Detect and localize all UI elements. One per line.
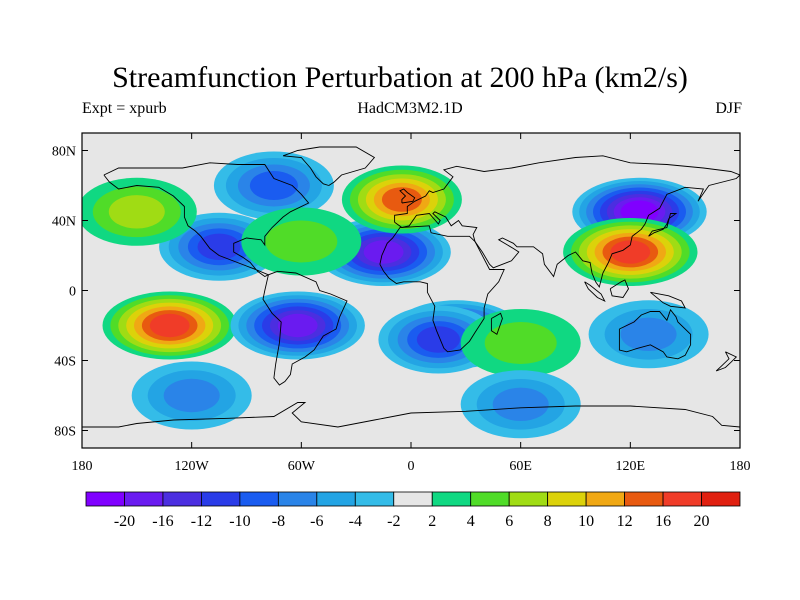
y-tick-label: 80N — [52, 145, 76, 160]
colorbar-label: 12 — [617, 513, 633, 530]
sumatra-coast — [584, 281, 606, 302]
y-tick-label: 0 — [69, 285, 76, 300]
contour-band — [416, 326, 460, 353]
madagascar-coast — [490, 312, 503, 335]
field-feature-9 — [82, 177, 197, 246]
subtitle-left: Expt = xpurb — [82, 100, 167, 117]
contour-band — [277, 313, 318, 338]
colorbar-box — [470, 491, 510, 507]
subtitle-center: HadCM3M2.1D — [357, 100, 463, 117]
field-feature-4 — [563, 218, 698, 286]
colorbar-label: -10 — [229, 513, 250, 530]
colorbar-box — [662, 491, 702, 507]
x-tick-label: 180 — [72, 459, 93, 474]
x-tick-label: 120W — [175, 459, 210, 474]
colorbar-label: -16 — [152, 513, 173, 530]
colorbar-box — [354, 491, 395, 507]
colorbar-label: -8 — [272, 513, 285, 530]
colorbar-box — [316, 491, 356, 507]
colorbar-label: 20 — [694, 513, 710, 530]
colorbar-box — [162, 491, 202, 507]
colorbar-label: 6 — [505, 513, 513, 530]
contour-band — [610, 240, 651, 264]
contour-band — [620, 317, 677, 351]
north-america-coast — [103, 162, 310, 278]
y-tick-label: 80S — [54, 425, 76, 440]
y-tick-label: 40N — [52, 215, 76, 230]
colorbar-box — [85, 491, 125, 507]
field-feature-5 — [230, 291, 365, 360]
greenland-coast — [282, 146, 376, 186]
contour-band — [149, 313, 190, 338]
colorbar-label: 2 — [428, 513, 436, 530]
field-feature-15 — [588, 300, 709, 369]
colorbar-label: -20 — [114, 513, 135, 530]
x-tick-label: 180 — [730, 459, 751, 474]
colorbar-label: -6 — [310, 513, 323, 530]
japan-coast — [648, 213, 678, 237]
colorbar-box — [624, 491, 664, 507]
field-feature-14 — [460, 370, 581, 439]
x-tick-label: 60E — [509, 459, 532, 474]
contour-band — [163, 378, 220, 413]
colorbar-box — [508, 491, 549, 507]
contour-band — [249, 171, 298, 200]
colorbar-box — [585, 491, 625, 507]
colorbar-label: -12 — [191, 513, 212, 530]
x-tick-label: 60W — [288, 459, 316, 474]
colorbar-box — [277, 491, 318, 507]
uk-coast — [399, 188, 416, 204]
field-feature-12 — [460, 309, 581, 377]
contour-band — [108, 195, 165, 229]
field-feature-13 — [131, 361, 252, 430]
colorbar-label: 4 — [467, 513, 475, 530]
colorbar-box — [239, 491, 279, 507]
colorbar-box — [201, 491, 241, 507]
colorbar-box — [393, 491, 433, 507]
field-feature-2 — [102, 291, 237, 360]
colorbar-label: -2 — [387, 513, 400, 530]
field-feature-11 — [241, 207, 362, 276]
south-america-coast — [262, 270, 348, 386]
y-tick-label: 40S — [54, 355, 76, 370]
colorbar-box — [547, 491, 587, 507]
contour-band — [484, 322, 557, 364]
colorbar-label: 16 — [655, 513, 671, 530]
contour-band — [265, 220, 338, 263]
subtitle-right: DJF — [715, 100, 742, 117]
borneo-coast — [609, 279, 630, 298]
colorbar-label: 10 — [578, 513, 594, 530]
map-plot-area — [81, 132, 741, 449]
australia-coast — [618, 308, 692, 360]
new-guinea-coast — [650, 291, 686, 309]
colorbar-box — [124, 491, 164, 507]
chart-title: Streamfunction Perturbation at 200 hPa (… — [112, 61, 688, 94]
colorbar-box — [701, 491, 741, 507]
field-feature-10 — [213, 151, 334, 220]
colorbar-label: 8 — [544, 513, 552, 530]
colorbar-box — [431, 491, 472, 507]
contour-band — [620, 200, 659, 224]
eurasia-coast — [394, 155, 740, 289]
antarctica-coast — [82, 402, 740, 428]
x-tick-label: 0 — [408, 459, 415, 474]
x-tick-label: 120E — [616, 459, 646, 474]
contour-band — [197, 233, 241, 260]
contour-band — [492, 387, 549, 421]
colorbar-label: -4 — [349, 513, 362, 530]
africa-coast — [379, 225, 505, 353]
new-zealand-coast — [715, 351, 738, 372]
